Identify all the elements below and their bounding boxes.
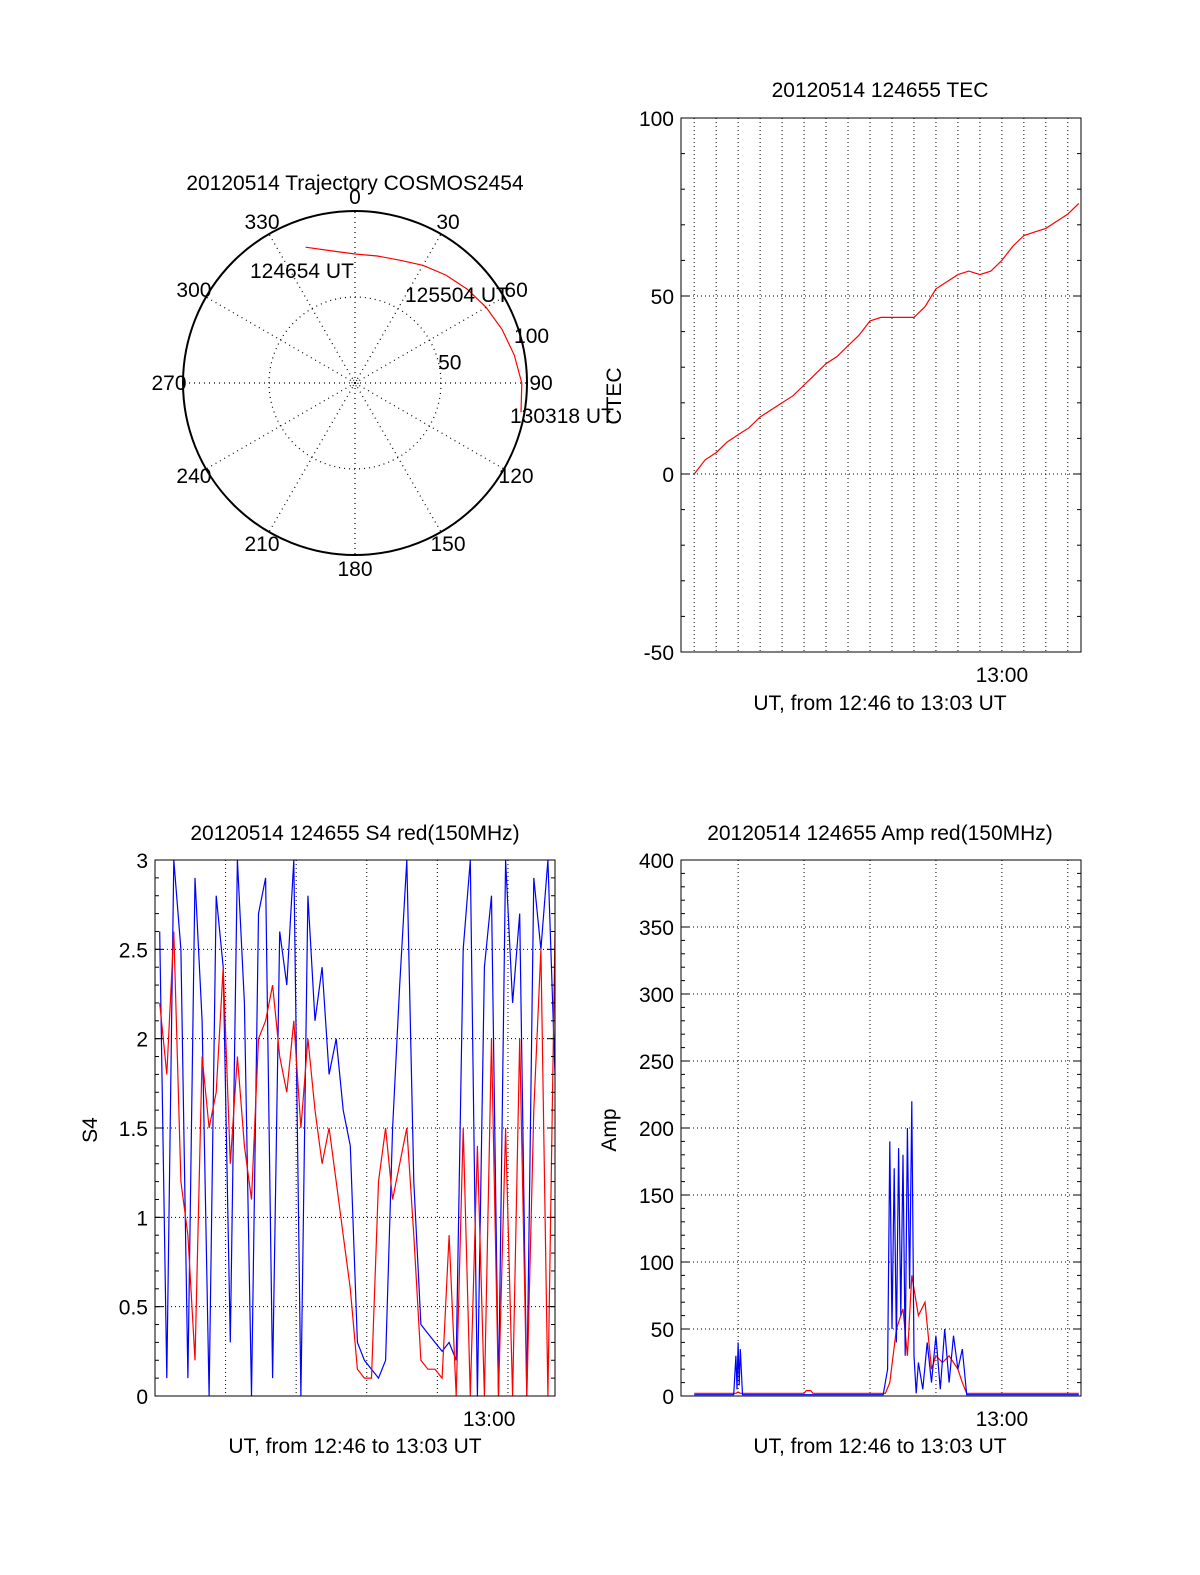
tec-ytick-label: -50 — [644, 642, 674, 665]
polar-azimuth-labels: 0 30 60 90 120 150 180 210 240 270 300 330 — [151, 186, 552, 581]
polar-ring-label: 50 — [438, 351, 461, 374]
polar-az-label: 150 — [430, 533, 465, 556]
tec-ylabel: CTEC — [603, 367, 626, 424]
s4-ytick-label: 1.5 — [119, 1118, 148, 1141]
polar-trajectory-chart: 20120514 Trajectory COSMOS2454 0 30 60 90 12… — [151, 172, 614, 581]
polar-spoke-60 — [354, 296, 505, 384]
tec-series — [693, 202, 1080, 475]
amp-ticks: 0 50 100 150 200 250 300 350 400 13:00 — [639, 850, 1081, 1431]
polar-spoke-330 — [268, 233, 356, 384]
amp-title: 20120514 124655 Amp red(150MHz) — [707, 822, 1053, 845]
tec-frame — [680, 117, 1082, 653]
tec-ytick-label: 50 — [651, 286, 674, 309]
polar-az-label: 30 — [436, 211, 459, 234]
amp-ytick-label: 300 — [639, 984, 674, 1007]
amp-series-line-1 — [694, 1101, 1079, 1396]
amp-ytick-label: 100 — [639, 1252, 674, 1275]
polar-spoke-120 — [354, 382, 505, 470]
polar-ring-labels: 50 100 — [438, 325, 549, 375]
s4-ytick-label: 1 — [136, 1207, 148, 1230]
s4-series — [159, 859, 556, 1397]
s4-ytick-label: 2.5 — [119, 939, 148, 962]
amp-ytick-label: 250 — [639, 1051, 674, 1074]
polar-spoke-300 — [205, 296, 356, 384]
polar-az-label: 0 — [349, 186, 361, 209]
s4-chart: 20120514 124655 S4 red(150MHz) 0 0.5 1 1.5 2… — [79, 822, 556, 1458]
s4-series-line-1 — [159, 931, 556, 1397]
s4-ytick-label: 2 — [136, 1029, 148, 1052]
polar-az-label: 210 — [244, 533, 279, 556]
s4-series-line-0 — [159, 859, 556, 1397]
s4-ylabel: S4 — [79, 1117, 102, 1143]
s4-ytick-label: 0.5 — [119, 1297, 148, 1320]
polar-az-label: 90 — [529, 372, 552, 395]
polar-az-label: 180 — [337, 558, 372, 581]
amp-ytick-label: 350 — [639, 917, 674, 940]
tec-ytick-label: 0 — [662, 464, 674, 487]
amp-ytick-label: 400 — [639, 850, 674, 873]
tec-xtick-label: 13:00 — [976, 664, 1029, 687]
polar-grid — [183, 211, 527, 555]
amp-xlabel: UT, from 12:46 to 13:03 UT — [753, 1435, 1006, 1458]
s4-xtick-label: 13:00 — [463, 1408, 516, 1431]
amp-ytick-label: 150 — [639, 1185, 674, 1208]
s4-grid — [155, 860, 555, 1396]
polar-az-label: 300 — [176, 279, 211, 302]
amp-chart: 20120514 124655 Amp red(150MHz) 0 50 100 15… — [598, 822, 1082, 1458]
trajectory-mid-label: 125504 UT — [405, 284, 509, 307]
polar-title: 20120514 Trajectory COSMOS2454 — [186, 172, 524, 195]
polar-az-label: 270 — [151, 372, 186, 395]
tec-title: 20120514 124655 TEC — [772, 79, 989, 102]
s4-ytick-label: 3 — [136, 850, 148, 873]
polar-spoke-150 — [354, 382, 442, 533]
polar-az-label: 120 — [499, 465, 534, 488]
trajectory-end-label: 130318 UT — [510, 405, 614, 428]
amp-grid — [681, 860, 1081, 1396]
tec-ytick-label: 100 — [639, 108, 674, 131]
polar-spoke-30 — [354, 233, 442, 384]
amp-ytick-label: 50 — [651, 1319, 674, 1342]
polar-spoke-210 — [268, 382, 356, 533]
amp-series — [694, 1101, 1079, 1396]
polar-az-label: 60 — [504, 279, 527, 302]
polar-frame — [182, 210, 528, 556]
tec-ticks: -50 0 50 100 13:00 — [639, 108, 1081, 687]
s4-ticks: 0 0.5 1 1.5 2 2.5 3 13:00 — [119, 850, 555, 1431]
polar-az-label: 240 — [176, 465, 211, 488]
s4-ytick-label: 0 — [136, 1386, 148, 1409]
tec-grid — [681, 118, 1081, 652]
polar-ring-label: 100 — [514, 325, 549, 348]
amp-xtick-label: 13:00 — [976, 1408, 1029, 1431]
amp-ylabel: Amp — [598, 1108, 621, 1151]
tec-series-line-0 — [693, 202, 1080, 475]
amp-ytick-label: 200 — [639, 1118, 674, 1141]
s4-title: 20120514 124655 S4 red(150MHz) — [190, 822, 519, 845]
tec-xlabel: UT, from 12:46 to 13:03 UT — [753, 692, 1006, 715]
trajectory-line — [305, 246, 523, 413]
polar-spoke-240 — [205, 382, 356, 470]
trajectory-start-label: 124654 UT — [250, 260, 354, 283]
amp-ytick-label: 0 — [662, 1386, 674, 1409]
polar-az-label: 330 — [244, 211, 279, 234]
polar-center — [351, 379, 359, 387]
s4-xlabel: UT, from 12:46 to 13:03 UT — [228, 1435, 481, 1458]
